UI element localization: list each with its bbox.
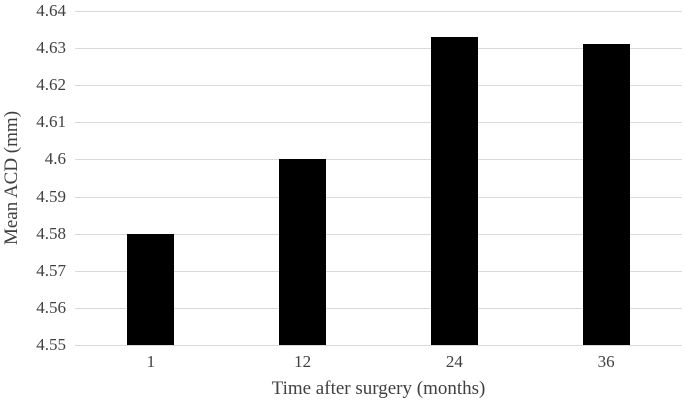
bar <box>127 233 175 345</box>
gridline <box>75 48 682 50</box>
bar <box>279 159 327 345</box>
gridline <box>75 196 682 198</box>
y-tick-label: 4.62 <box>36 75 66 95</box>
bar <box>430 36 478 345</box>
gridline <box>75 122 682 124</box>
x-tick-label: 12 <box>294 352 312 371</box>
y-tick-label: 4.55 <box>36 335 66 354</box>
gridline <box>75 233 682 235</box>
x-axis-title: Time after surgery (months) <box>271 378 486 399</box>
y-tick-label: 4.61 <box>36 112 66 132</box>
gridline <box>75 270 682 272</box>
y-tick-label: 4.64 <box>36 1 66 20</box>
y-tick-label: 4.59 <box>36 186 66 206</box>
y-tick-label: 4.63 <box>36 38 66 58</box>
y-tick-label: 4.56 <box>36 297 66 317</box>
gridline <box>75 85 682 87</box>
y-tick-label: 4.57 <box>36 260 66 280</box>
gridline <box>75 345 682 346</box>
gridline <box>75 307 682 309</box>
y-axis-title: Mean ACD (mm) <box>1 110 22 246</box>
bar <box>582 44 630 345</box>
x-tick-label: 1 <box>146 352 156 371</box>
y-tick-label: 4.6 <box>44 149 66 169</box>
gridline <box>75 159 682 161</box>
y-tick-label: 4.58 <box>36 223 66 243</box>
x-tick-label: 24 <box>445 352 463 371</box>
x-tick-label: 36 <box>597 352 615 371</box>
gridline <box>75 11 682 12</box>
